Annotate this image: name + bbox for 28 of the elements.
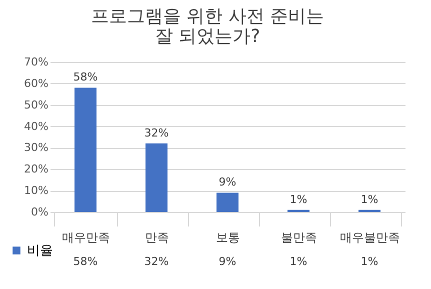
y-tick-label: 60% [24, 76, 48, 90]
y-tick-label: 0% [31, 206, 48, 218]
y-tick-label: 20% [24, 162, 48, 176]
y-tick-label: 50% [24, 98, 48, 112]
text: 9% [218, 176, 236, 189]
text: 58% [73, 70, 98, 84]
text: 32% [144, 126, 169, 140]
y-tick-label: 30% [24, 141, 48, 154]
chart-title: 프로그램을 위한 사전 준비는 잘 되었는가? [90, 6, 324, 47]
x-tick-label: 불만족 [281, 230, 317, 244]
bar [216, 192, 238, 212]
x-tick-label: 매우불만족 [340, 230, 400, 244]
y-tick-label: 40% [24, 120, 48, 133]
data-label: 1% [290, 255, 308, 268]
data-label: 9% [218, 255, 236, 268]
y-tick-label: 70% [24, 56, 48, 68]
text: 1% [290, 192, 308, 206]
x-tick-label: 보통 [216, 230, 240, 244]
y-tick-label: 10% [24, 184, 48, 198]
text: 1% [360, 192, 378, 206]
legend-label: 비율 [27, 244, 53, 258]
x-tick-label: 만족 [145, 230, 169, 244]
data-label: 32% [144, 255, 169, 268]
bar [146, 143, 168, 212]
bar [74, 88, 96, 212]
x-tick-label: 매우만족 [62, 230, 110, 244]
data-label: 58% [73, 255, 98, 268]
data-label: 1% [360, 255, 378, 268]
